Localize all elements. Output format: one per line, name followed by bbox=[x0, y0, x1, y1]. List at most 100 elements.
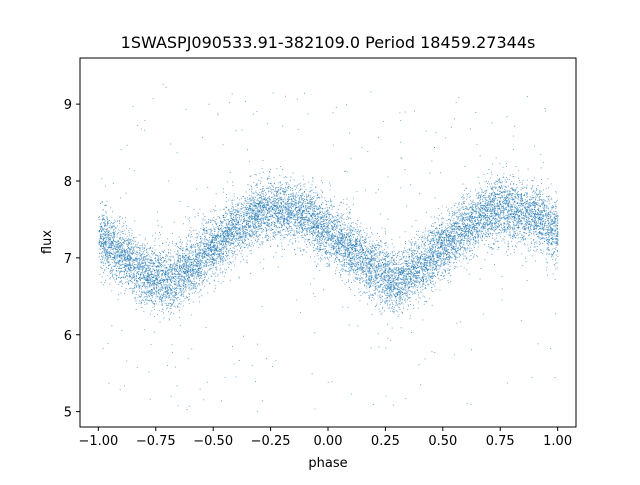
data-point bbox=[303, 198, 304, 199]
data-point bbox=[286, 217, 287, 218]
data-point bbox=[535, 210, 536, 211]
data-point bbox=[328, 236, 329, 237]
data-point bbox=[418, 308, 419, 309]
data-point bbox=[535, 220, 536, 221]
data-point bbox=[141, 262, 142, 263]
data-point bbox=[377, 290, 378, 291]
data-point bbox=[504, 216, 505, 217]
data-point bbox=[202, 220, 203, 221]
data-point bbox=[357, 231, 358, 232]
data-point bbox=[139, 291, 140, 292]
data-point bbox=[531, 188, 532, 189]
data-point bbox=[486, 203, 487, 204]
data-point bbox=[453, 214, 454, 215]
data-point bbox=[361, 264, 362, 265]
data-point bbox=[467, 197, 468, 198]
data-point bbox=[176, 287, 177, 288]
data-point bbox=[428, 276, 429, 277]
data-point bbox=[289, 220, 290, 221]
data-point bbox=[223, 189, 224, 190]
data-point bbox=[358, 255, 359, 256]
data-point bbox=[491, 189, 492, 190]
data-point bbox=[172, 286, 173, 287]
data-point bbox=[336, 257, 337, 258]
data-point bbox=[357, 224, 358, 225]
data-point bbox=[263, 231, 264, 232]
data-point bbox=[237, 212, 238, 213]
data-point bbox=[452, 258, 453, 259]
data-point bbox=[405, 299, 406, 300]
data-point bbox=[166, 254, 167, 255]
data-point bbox=[530, 227, 531, 228]
data-point bbox=[338, 239, 339, 240]
data-point bbox=[133, 259, 134, 260]
data-point bbox=[137, 283, 138, 284]
data-point bbox=[424, 236, 425, 237]
data-point bbox=[330, 254, 331, 255]
data-point bbox=[290, 219, 291, 220]
data-point bbox=[285, 204, 286, 205]
data-point bbox=[252, 213, 253, 214]
data-point bbox=[468, 245, 469, 246]
data-point bbox=[504, 227, 505, 228]
data-point bbox=[347, 226, 348, 227]
data-point bbox=[260, 194, 261, 195]
data-point bbox=[342, 218, 343, 219]
data-point bbox=[280, 216, 281, 217]
data-point bbox=[553, 221, 554, 222]
data-point bbox=[270, 208, 271, 209]
data-point bbox=[352, 254, 353, 255]
data-point bbox=[519, 221, 520, 222]
data-point bbox=[485, 203, 486, 204]
data-point bbox=[233, 210, 234, 211]
data-point bbox=[220, 223, 221, 224]
data-point bbox=[194, 209, 195, 210]
data-point bbox=[363, 271, 364, 272]
data-point bbox=[293, 193, 294, 194]
data-point bbox=[493, 205, 494, 206]
data-point bbox=[205, 243, 206, 244]
data-point bbox=[131, 243, 132, 244]
data-point bbox=[222, 229, 223, 230]
data-point bbox=[542, 225, 543, 226]
data-point bbox=[274, 208, 275, 209]
data-point bbox=[494, 222, 495, 223]
data-point bbox=[299, 229, 300, 230]
data-point bbox=[362, 272, 363, 273]
data-point bbox=[253, 218, 254, 219]
data-point bbox=[262, 237, 263, 238]
data-point bbox=[470, 196, 471, 197]
data-point bbox=[129, 262, 130, 263]
data-point bbox=[191, 273, 192, 274]
data-point bbox=[259, 173, 260, 174]
data-point bbox=[383, 252, 384, 253]
data-point bbox=[353, 251, 354, 252]
data-point bbox=[445, 272, 446, 273]
data-point bbox=[436, 270, 437, 271]
data-point bbox=[314, 250, 315, 251]
data-point bbox=[344, 266, 345, 267]
data-point bbox=[376, 192, 377, 193]
data-point bbox=[551, 211, 552, 212]
data-point bbox=[554, 242, 555, 243]
data-point bbox=[372, 271, 373, 272]
data-point bbox=[363, 237, 364, 238]
data-point bbox=[143, 268, 144, 269]
data-point bbox=[249, 219, 250, 220]
data-point bbox=[181, 288, 182, 289]
data-point bbox=[292, 214, 293, 215]
data-point bbox=[166, 295, 167, 296]
data-point bbox=[277, 187, 278, 188]
data-point bbox=[216, 254, 217, 255]
data-point bbox=[486, 190, 487, 191]
data-point bbox=[558, 233, 559, 234]
data-point bbox=[108, 268, 109, 269]
data-point bbox=[399, 276, 400, 277]
data-point bbox=[531, 238, 532, 239]
data-point bbox=[512, 217, 513, 218]
data-point bbox=[406, 261, 407, 262]
data-point bbox=[256, 235, 257, 236]
data-point bbox=[481, 189, 482, 190]
data-point bbox=[130, 275, 131, 276]
data-point bbox=[168, 275, 169, 276]
